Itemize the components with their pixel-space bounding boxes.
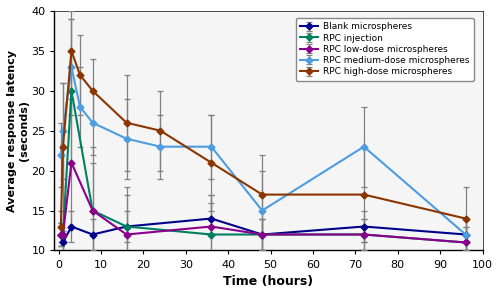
X-axis label: Time (hours): Time (hours) <box>224 275 314 288</box>
Legend: Blank microspheres, RPC injection, RPC low-dose microspheres, RPC medium-dose mi: Blank microspheres, RPC injection, RPC l… <box>296 18 474 81</box>
Y-axis label: Average response latency
(seconds): Average response latency (seconds) <box>7 50 28 212</box>
